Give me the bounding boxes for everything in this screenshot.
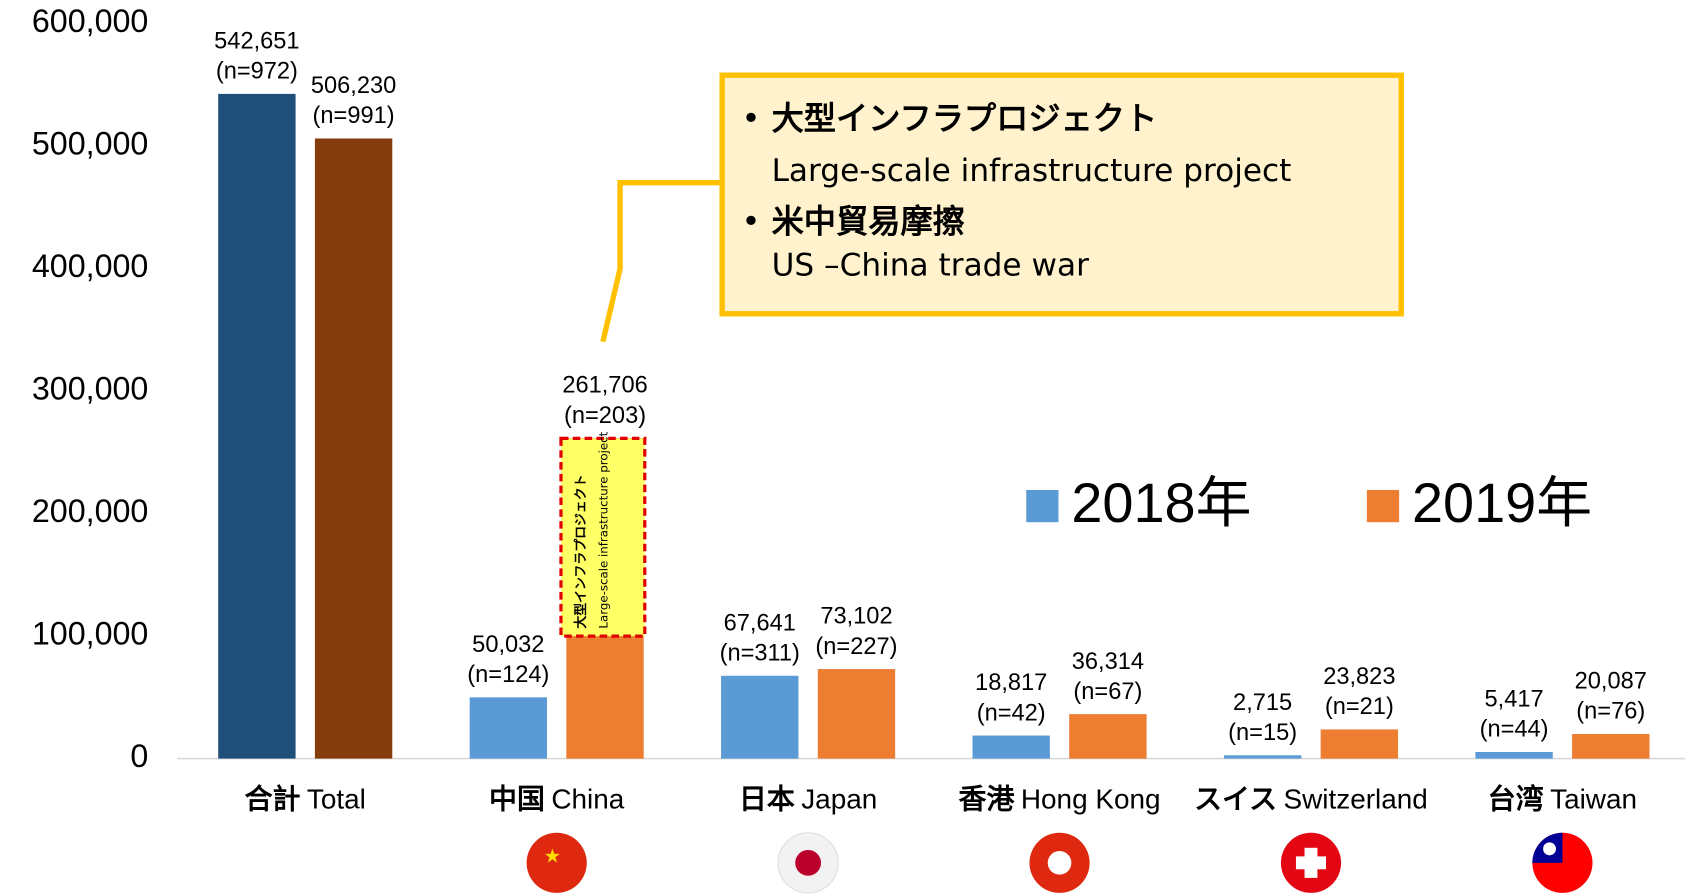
bullet: • [741, 99, 760, 137]
category-jp: 日本 [739, 784, 795, 815]
n-label: (n=67) [1073, 679, 1142, 705]
x-tick-label: 中国 China [489, 784, 625, 815]
value-label: 5,417 [1485, 687, 1544, 713]
legend-label: 2018年 [1071, 471, 1251, 534]
n-label: (n=124) [467, 662, 549, 688]
n-label: (n=227) [815, 634, 897, 660]
bar [1223, 755, 1302, 759]
bar [1069, 714, 1147, 759]
value-label: 73,102 [820, 604, 892, 630]
flag-hongkong-flower [1047, 851, 1072, 875]
value-label: 18,817 [975, 670, 1047, 696]
n-label: (n=21) [1325, 694, 1394, 720]
bar [469, 697, 548, 759]
bar-annotation: 大型インフラプロジェクト Large-scale infrastructure p… [559, 431, 647, 638]
connector [600, 179, 723, 343]
annotation-box [719, 72, 1404, 317]
value-label: 20,087 [1575, 669, 1647, 695]
bar [1475, 751, 1553, 759]
category-jp: 中国 [489, 784, 545, 815]
annotation-jp: 大型インフラプロジェクト [772, 99, 1158, 137]
value-label: 36,314 [1072, 649, 1144, 675]
x-tick-label: 日本 Japan [739, 784, 877, 815]
bar [218, 93, 296, 759]
y-tick-label: 0 [130, 738, 148, 774]
category-en: Hong Kong [1021, 784, 1161, 815]
category-en: China [551, 784, 624, 815]
x-tick-label: 合計 Total [245, 783, 366, 815]
bullet: • [741, 203, 760, 241]
n-label: (n=76) [1576, 699, 1645, 725]
value-label: 261,706 [562, 373, 647, 399]
x-tick-label: 香港 Hong Kong [959, 784, 1161, 815]
legend-swatch [1366, 489, 1400, 523]
bar [721, 675, 799, 759]
n-label: (n=203) [564, 403, 646, 429]
category-jp: 台湾 [1488, 783, 1544, 815]
bar-annotation-en: Large-scale infrastructure project [596, 431, 610, 628]
category-en: Total [307, 784, 366, 815]
n-label: (n=44) [1480, 717, 1549, 743]
value-label: 2,715 [1233, 690, 1292, 716]
bar-annotation-box [559, 436, 647, 638]
n-label: (n=991) [313, 103, 395, 129]
category-jp: 香港 [959, 784, 1016, 815]
bar [314, 138, 393, 759]
y-tick-label: 100,000 [32, 616, 148, 652]
value-label: 23,823 [1323, 664, 1395, 690]
flag-taiwan-sun [1543, 842, 1556, 856]
y-tick-label: 500,000 [32, 126, 148, 162]
category-jp: 合計 [245, 783, 301, 815]
category-jp: スイス [1194, 784, 1277, 815]
bar-annotation-jp: 大型インフラプロジェクト [573, 474, 589, 628]
value-label: 67,641 [724, 610, 796, 636]
n-label: (n=311) [720, 640, 800, 666]
y-tick-label: 200,000 [32, 493, 148, 529]
y-tick-label: 400,000 [32, 248, 148, 284]
bar [1572, 734, 1650, 759]
bar [817, 669, 896, 759]
legend-label: 2019年 [1412, 471, 1592, 534]
annotation: • 大型インフラプロジェクト Large-scale infrastructur… [600, 72, 1404, 343]
flag-china [526, 832, 587, 893]
x-tick-label: スイス Switzerland [1194, 784, 1428, 815]
value-label: 50,032 [472, 632, 544, 658]
annotation-en: US –China trade war [772, 247, 1090, 283]
flag-star: ★ [544, 846, 561, 868]
n-label: (n=972) [216, 59, 298, 85]
y-tick-label: 600,000 [32, 3, 148, 39]
y-tick-label: 300,000 [32, 371, 148, 407]
category-en: Switzerland [1284, 784, 1428, 815]
flag-cross [1295, 856, 1327, 870]
legend-swatch [1026, 489, 1059, 523]
value-label: 542,651 [214, 29, 299, 55]
flag-japan-sun [795, 849, 822, 876]
category-en: Taiwan [1550, 784, 1637, 815]
annotation-jp: 米中貿易摩擦 [772, 203, 965, 241]
flags: ★ [526, 832, 1593, 894]
category-en: Japan [801, 784, 877, 815]
value-label: 506,230 [311, 73, 396, 99]
n-label: (n=15) [1228, 720, 1297, 746]
bar [1320, 729, 1399, 759]
x-tick-label: 台湾 Taiwan [1488, 783, 1637, 815]
bar [972, 735, 1050, 759]
n-label: (n=42) [977, 700, 1046, 726]
annotation-en: Large-scale infrastructure project [772, 153, 1292, 189]
